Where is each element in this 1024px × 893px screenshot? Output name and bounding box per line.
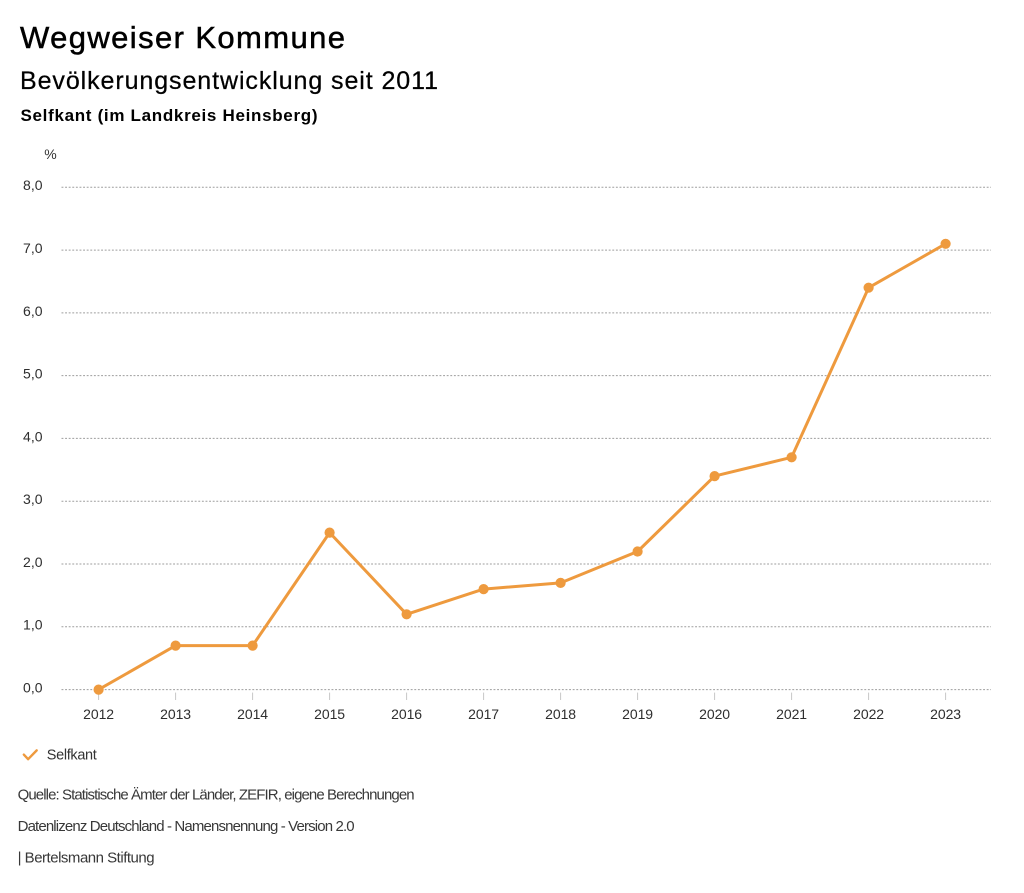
- svg-text:5,0: 5,0: [23, 366, 43, 382]
- svg-text:7,0: 7,0: [23, 240, 43, 256]
- svg-text:2022: 2022: [853, 706, 884, 722]
- svg-text:Datenlizenz Deutschland - Name: Datenlizenz Deutschland - Namensnennung …: [18, 818, 355, 835]
- svg-text:Quelle: Statistische Ämter der: Quelle: Statistische Ämter der Länder, Z…: [18, 787, 415, 804]
- svg-text:2023: 2023: [930, 706, 961, 722]
- svg-text:3,0: 3,0: [23, 491, 43, 507]
- svg-text:2,0: 2,0: [23, 554, 43, 570]
- svg-text:Bevölkerungsentwicklung seit 2: Bevölkerungsentwicklung seit 2011: [20, 67, 438, 95]
- svg-text:| Bertelsmann Stiftung: | Bertelsmann Stiftung: [18, 850, 155, 867]
- svg-text:4,0: 4,0: [23, 428, 43, 444]
- svg-text:2021: 2021: [776, 706, 807, 722]
- svg-text:8,0: 8,0: [23, 177, 43, 193]
- svg-text:2016: 2016: [391, 706, 422, 722]
- svg-text:%: %: [44, 146, 56, 162]
- svg-text:Wegweiser Kommune: Wegweiser Kommune: [20, 20, 345, 55]
- svg-text:2018: 2018: [545, 706, 576, 722]
- svg-text:6,0: 6,0: [23, 303, 43, 319]
- svg-text:2020: 2020: [699, 706, 730, 722]
- svg-text:1,0: 1,0: [23, 617, 43, 633]
- svg-text:2013: 2013: [160, 706, 191, 722]
- svg-text:2019: 2019: [622, 706, 653, 722]
- svg-text:2014: 2014: [237, 706, 268, 722]
- svg-text:Selfkant (im Landkreis Heinsbe: Selfkant (im Landkreis Heinsberg): [21, 106, 318, 125]
- svg-text:2017: 2017: [468, 706, 499, 722]
- svg-text:Selfkant: Selfkant: [47, 748, 97, 764]
- svg-text:2015: 2015: [314, 706, 345, 722]
- svg-text:0,0: 0,0: [23, 680, 43, 696]
- svg-text:2012: 2012: [83, 706, 114, 722]
